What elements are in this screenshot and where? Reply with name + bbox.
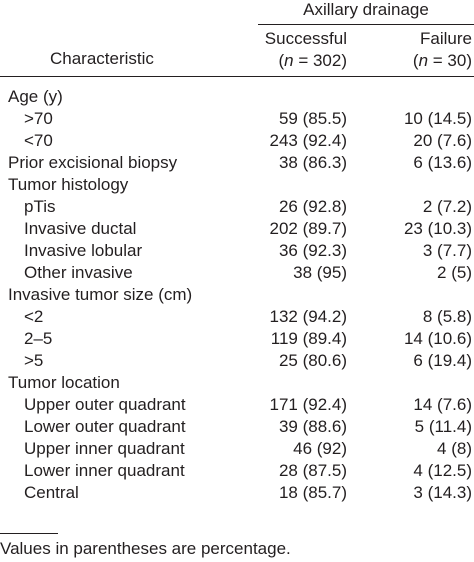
row-label: Invasive lobular [24,241,143,260]
column-header-failure: Failure (n = 30) [372,28,472,72]
cell-failure: 23 (10.3) [403,219,472,238]
footnote-rule [0,533,58,534]
table-row: Age (y) [0,86,474,108]
row-label: Lower outer quadrant [24,417,186,436]
row-category-label: Prior excisional biopsy [8,153,178,172]
column-header-successful: Successful (n = 302) [250,28,347,72]
group-header-axillary-drainage: Axillary drainage [303,0,429,19]
column-header-characteristic: Characteristic [50,49,154,68]
cell-failure: 8 (5.8) [422,307,472,326]
row-label: >5 [24,351,44,370]
cell-failure: 6 (19.4) [413,351,472,370]
header-rule [0,76,474,77]
cell-successful: 28 (87.5) [278,461,347,480]
cell-successful: 46 (92) [293,439,347,458]
table-row: Upper inner quadrant 46 (92) 4 (8) [0,438,474,460]
cell-failure: 3 (7.7) [422,241,472,260]
row-category-label: Invasive tumor size (cm) [8,285,193,304]
table-row: 2–5 119 (89.4) 14 (10.6) [0,328,474,350]
row-label: Invasive ductal [24,219,137,238]
cell-successful: 36 (92.3) [278,241,347,260]
row-label: <2 [24,307,44,326]
cell-successful: 119 (89.4) [270,329,347,348]
cell-failure: 4 (12.5) [413,461,472,480]
table-row: Invasive lobular 36 (92.3) 3 (7.7) [0,240,474,262]
cell-successful: 38 (95) [293,263,347,282]
table-row: Lower inner quadrant 28 (87.5) 4 (12.5) [0,460,474,482]
row-label: pTis [24,197,56,216]
row-category-label: Age (y) [8,87,63,106]
row-label: 2–5 [24,329,53,348]
cell-failure: 20 (7.6) [413,131,472,150]
cell-successful: 243 (92.4) [269,131,348,150]
cell-successful: 25 (80.6) [278,351,347,370]
table-row: Other invasive 38 (95) 2 (5) [0,262,474,284]
row-category-label: Tumor location [8,373,120,392]
cell-failure: 10 (14.5) [403,109,472,128]
cell-failure: 14 (7.6) [413,395,472,414]
row-label: Lower inner quadrant [24,461,185,480]
cell-successful: 171 (92.4) [269,395,348,414]
column-header-failure-title: Failure [420,29,472,48]
row-label: >70 [24,109,53,128]
cell-successful: 18 (85.7) [278,483,347,502]
cell-successful: 202 (89.7) [269,219,348,238]
cell-successful: 39 (88.6) [278,417,347,436]
footnote: Values in parentheses are percentage. [0,539,291,558]
cell-failure: 4 (8) [437,439,472,458]
table-row: Prior excisional biopsy 38 (86.3) 6 (13.6) [0,152,474,174]
cell-failure: 6 (13.6) [413,153,472,172]
row-label: <70 [24,131,53,150]
row-label: Central [24,483,79,502]
cell-successful: 132 (94.2) [269,307,348,326]
table-row: Central 18 (85.7) 3 (14.3) [0,482,474,504]
table-row: Invasive ductal 202 (89.7) 23 (10.3) [0,218,474,240]
group-header-rule [258,24,474,25]
row-label: Upper outer quadrant [24,395,186,414]
table-row: Invasive tumor size (cm) [0,284,474,306]
cell-successful: 59 (85.5) [278,109,347,128]
table-row: <70 243 (92.4) 20 (7.6) [0,130,474,152]
table-body: Age (y) >70 59 (85.5) 10 (14.5) <70 243 (92.4… [0,86,474,504]
table-row: Tumor histology [0,174,474,196]
cell-failure: 5 (11.4) [414,417,472,436]
table-row: Upper outer quadrant 171 (92.4) 14 (7.6) [0,394,474,416]
column-header-successful-title: Successful [264,29,347,48]
table-row: >70 59 (85.5) 10 (14.5) [0,108,474,130]
row-label: Upper inner quadrant [24,439,185,458]
cell-failure: 14 (10.6) [403,329,472,348]
table-row: Lower outer quadrant 39 (88.6) 5 (11.4) [0,416,474,438]
row-label: Other invasive [24,263,133,282]
table-row: <2 132 (94.2) 8 (5.8) [0,306,474,328]
row-category-label: Tumor histology [8,175,129,194]
cell-failure: 3 (14.3) [413,483,472,502]
table-row: pTis 26 (92.8) 2 (7.2) [0,196,474,218]
cell-failure: 2 (5) [437,263,472,282]
table-row: Tumor location [0,372,474,394]
cell-successful: 26 (92.8) [278,197,347,216]
column-header-failure-n: (n = 30) [412,51,472,70]
column-header-successful-n: (n = 302) [278,51,347,70]
cell-successful: 38 (86.3) [278,153,347,172]
table-row: >5 25 (80.6) 6 (19.4) [0,350,474,372]
cell-failure: 2 (7.2) [422,197,472,216]
